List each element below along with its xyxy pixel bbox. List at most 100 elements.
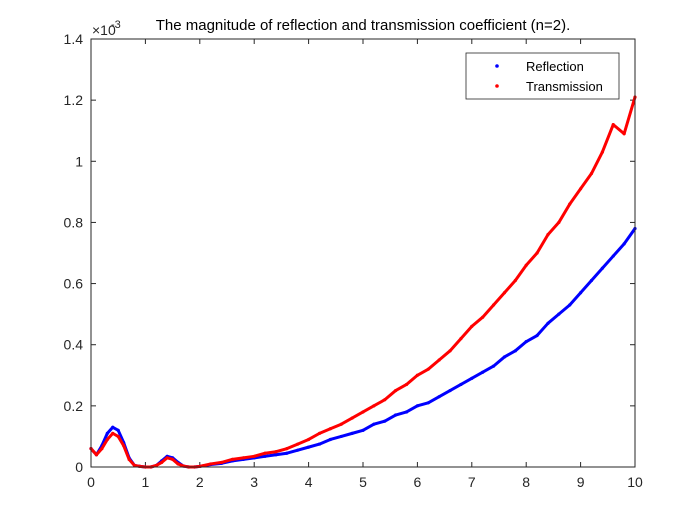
data-point-transmission bbox=[579, 187, 583, 191]
data-point-transmission bbox=[502, 291, 507, 295]
data-point-reflection bbox=[491, 364, 496, 368]
data-point-reflection bbox=[111, 425, 115, 429]
data-point-reflection bbox=[274, 453, 278, 457]
x-tick-label: 10 bbox=[627, 474, 643, 490]
plot-frame bbox=[90, 38, 636, 468]
data-point-reflection bbox=[535, 333, 539, 338]
y-axis-ticks: 0 0.2 0.4 0.6 0.8 1 1.2 1.4 bbox=[64, 31, 635, 475]
x-tick-label: 0 bbox=[87, 474, 95, 490]
x-tick-label: 9 bbox=[577, 474, 585, 490]
x-tick-label: 1 bbox=[142, 474, 150, 490]
data-point-reflection bbox=[470, 376, 474, 380]
data-point-transmission bbox=[160, 460, 164, 465]
data-point-reflection bbox=[307, 445, 311, 449]
data-point-reflection bbox=[546, 321, 550, 325]
data-point-transmission bbox=[171, 457, 175, 461]
data-point-transmission bbox=[611, 123, 615, 127]
y-tick-label: 0.4 bbox=[64, 337, 84, 353]
data-point-transmission bbox=[154, 463, 158, 468]
x-tick-label: 7 bbox=[468, 474, 476, 490]
data-point-transmission bbox=[285, 447, 289, 451]
legend: Reflection Transmission bbox=[465, 52, 620, 100]
data-point-transmission bbox=[394, 388, 398, 393]
data-point-transmission bbox=[122, 444, 126, 448]
y-tick-label: 1 bbox=[75, 153, 83, 169]
data-point-transmission bbox=[307, 437, 311, 442]
data-point-transmission bbox=[557, 220, 561, 225]
data-point-reflection bbox=[415, 404, 419, 408]
data-point-reflection bbox=[568, 303, 572, 307]
y-axis-exponent-power: -3 bbox=[111, 19, 121, 31]
data-point-transmission bbox=[132, 463, 137, 468]
x-tick-label: 3 bbox=[250, 474, 258, 490]
data-point-reflection bbox=[361, 428, 365, 432]
x-tick-label: 8 bbox=[522, 474, 530, 490]
data-point-transmission bbox=[470, 324, 474, 328]
data-point-reflection bbox=[263, 454, 267, 458]
data-point-reflection bbox=[404, 410, 409, 414]
data-point-transmission bbox=[111, 431, 115, 435]
legend-label-transmission: Transmission bbox=[526, 79, 603, 94]
data-point-transmission bbox=[426, 367, 430, 371]
legend-box bbox=[465, 52, 620, 100]
data-point-reflection bbox=[579, 291, 583, 295]
data-point-transmission bbox=[383, 398, 387, 402]
data-point-reflection bbox=[426, 401, 430, 405]
data-point-reflection bbox=[600, 266, 604, 270]
data-point-transmission bbox=[568, 202, 572, 206]
data-point-transmission bbox=[589, 171, 594, 176]
data-point-transmission bbox=[600, 150, 604, 154]
y-tick-label: 0 bbox=[75, 459, 83, 475]
x-axis-ticks: 0 1 2 3 4 5 6 7 8 9 10 bbox=[87, 39, 643, 490]
data-point-transmission bbox=[491, 303, 496, 307]
chart-title: The magnitude of reflection and transmis… bbox=[156, 17, 571, 34]
data-point-transmission bbox=[94, 453, 99, 457]
y-tick-label: 0.8 bbox=[64, 214, 84, 230]
data-point-transmission bbox=[546, 233, 550, 237]
data-point-reflection bbox=[557, 312, 561, 316]
data-point-transmission bbox=[230, 457, 235, 461]
data-point-transmission bbox=[622, 132, 626, 136]
data-point-reflection bbox=[513, 349, 517, 353]
data-point-transmission bbox=[328, 427, 332, 431]
data-point-transmission bbox=[241, 456, 245, 460]
x-tick-label: 2 bbox=[196, 474, 204, 490]
data-point-reflection bbox=[437, 395, 441, 399]
data-point-transmission bbox=[274, 450, 278, 454]
data-point-transmission bbox=[198, 464, 202, 468]
plot-background bbox=[91, 39, 635, 467]
data-point-transmission bbox=[176, 462, 180, 466]
data-point-transmission bbox=[448, 349, 452, 353]
y-tick-label: 1.2 bbox=[64, 92, 84, 108]
data-point-reflection bbox=[317, 442, 322, 446]
data-point-transmission bbox=[219, 460, 224, 465]
data-point-reflection bbox=[459, 382, 463, 387]
legend-marker-transmission bbox=[495, 84, 499, 88]
data-point-transmission bbox=[481, 315, 485, 319]
data-point-transmission bbox=[165, 456, 169, 460]
data-point-transmission bbox=[513, 278, 517, 283]
data-point-reflection bbox=[339, 434, 343, 439]
data-point-transmission bbox=[437, 358, 441, 362]
data-point-reflection bbox=[502, 355, 507, 359]
data-point-reflection bbox=[328, 437, 332, 442]
data-point-reflection bbox=[285, 451, 289, 455]
data-point-reflection bbox=[372, 422, 376, 426]
legend-marker-reflection bbox=[495, 64, 499, 68]
data-point-transmission bbox=[209, 462, 213, 466]
data-point-transmission bbox=[100, 447, 104, 451]
data-point-transmission bbox=[404, 382, 409, 387]
data-point-reflection bbox=[589, 278, 594, 283]
data-point-transmission bbox=[263, 451, 267, 455]
data-point-transmission bbox=[252, 454, 256, 458]
data-point-transmission bbox=[459, 337, 463, 341]
data-point-transmission bbox=[296, 442, 300, 446]
data-point-reflection bbox=[116, 428, 120, 432]
data-point-transmission bbox=[127, 457, 131, 461]
data-point-reflection bbox=[524, 340, 528, 344]
data-point-transmission bbox=[116, 434, 120, 439]
data-point-reflection bbox=[383, 419, 387, 423]
y-tick-label: 0.2 bbox=[64, 398, 84, 414]
